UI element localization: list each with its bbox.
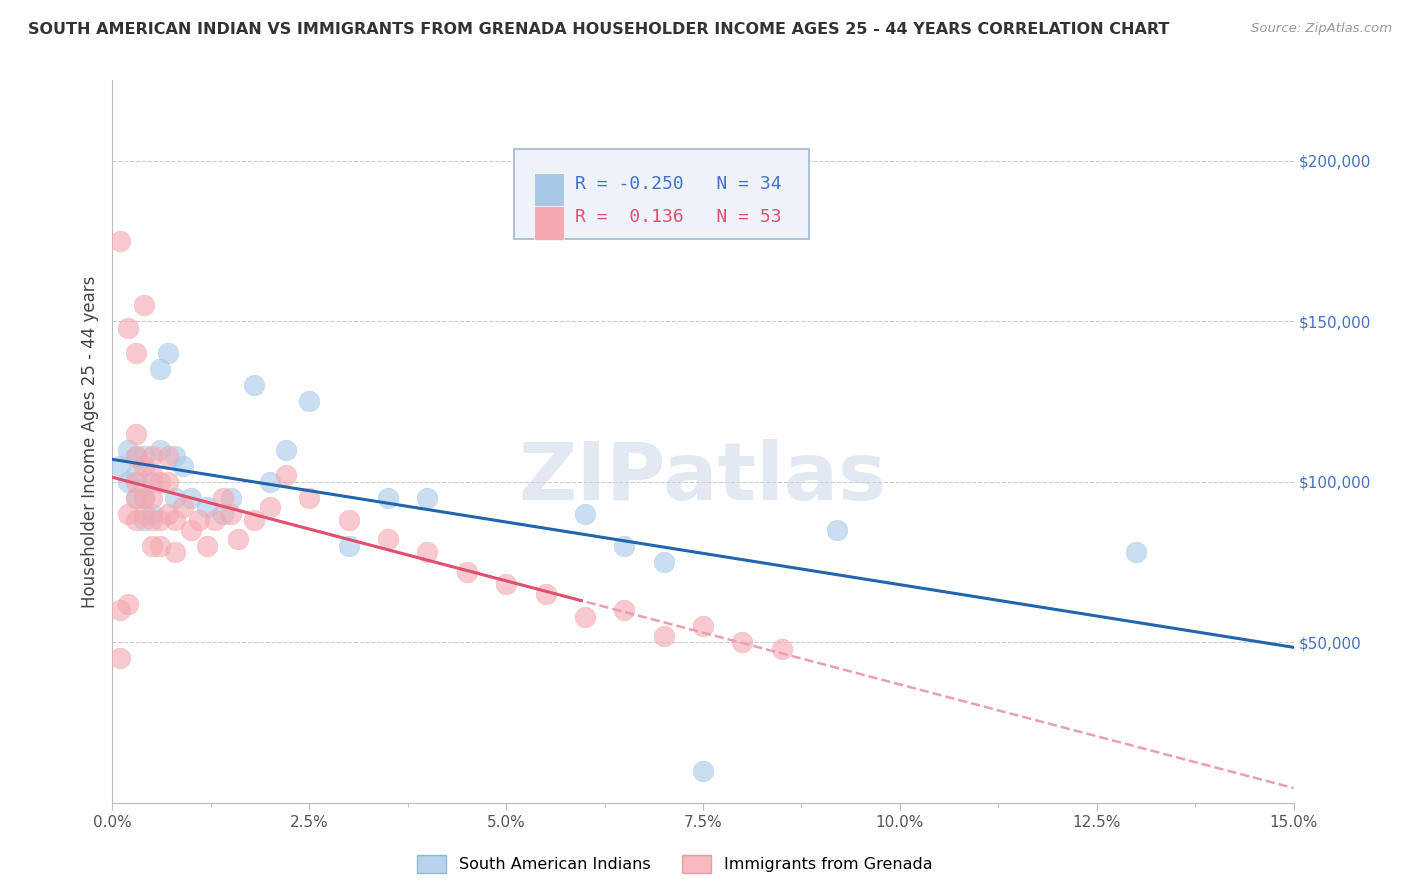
Point: [117, 442, 139, 457]
Point: [132, 449, 155, 463]
Point: [731, 635, 754, 649]
Point: [110, 603, 132, 617]
Point: [117, 507, 139, 521]
Point: [132, 513, 155, 527]
Point: [172, 500, 194, 515]
Point: [125, 426, 148, 441]
Point: [156, 449, 179, 463]
Point: [195, 500, 218, 515]
Point: [377, 533, 399, 547]
Text: R = -0.250   N = 34: R = -0.250 N = 34: [575, 175, 782, 193]
Point: [125, 491, 148, 505]
Point: [692, 764, 714, 778]
Point: [204, 513, 226, 527]
Point: [141, 468, 163, 483]
Point: [110, 458, 132, 473]
Point: [156, 475, 179, 489]
Point: [274, 442, 297, 457]
Point: [416, 545, 439, 559]
Point: [165, 513, 187, 527]
Point: [156, 507, 179, 521]
Point: [1125, 545, 1147, 559]
Point: [172, 458, 194, 473]
Point: [219, 491, 242, 505]
Point: [211, 491, 233, 505]
Point: [125, 346, 148, 360]
Point: [132, 507, 155, 521]
Point: [180, 491, 202, 505]
Point: [149, 513, 172, 527]
Point: [613, 603, 636, 617]
Point: [149, 362, 172, 376]
Point: [259, 500, 281, 515]
Point: [574, 507, 596, 521]
Text: SOUTH AMERICAN INDIAN VS IMMIGRANTS FROM GRENADA HOUSEHOLDER INCOME AGES 25 - 44: SOUTH AMERICAN INDIAN VS IMMIGRANTS FROM…: [28, 22, 1170, 37]
Point: [211, 507, 233, 521]
Point: [534, 587, 557, 601]
Y-axis label: Householder Income Ages 25 - 44 years: Householder Income Ages 25 - 44 years: [80, 276, 98, 607]
Point: [132, 458, 155, 473]
Legend: South American Indians, Immigrants from Grenada: South American Indians, Immigrants from …: [411, 848, 939, 880]
Point: [692, 619, 714, 633]
Point: [613, 539, 636, 553]
Point: [156, 346, 179, 360]
Point: [149, 442, 172, 457]
Point: [180, 523, 202, 537]
Point: [337, 513, 360, 527]
Point: [825, 523, 848, 537]
Point: [416, 491, 439, 505]
Text: Source: ZipAtlas.com: Source: ZipAtlas.com: [1251, 22, 1392, 36]
Point: [274, 468, 297, 483]
Point: [259, 475, 281, 489]
Bar: [534, 172, 564, 207]
Point: [117, 475, 139, 489]
Text: ZIPatlas: ZIPatlas: [519, 439, 887, 516]
Point: [652, 629, 675, 643]
Point: [125, 449, 148, 463]
Point: [125, 468, 148, 483]
Point: [141, 513, 163, 527]
FancyBboxPatch shape: [515, 149, 810, 239]
Point: [188, 513, 211, 527]
Point: [165, 449, 187, 463]
Point: [770, 641, 793, 656]
Point: [495, 577, 517, 591]
Point: [141, 449, 163, 463]
Point: [165, 545, 187, 559]
Point: [219, 507, 242, 521]
Point: [141, 507, 163, 521]
Point: [117, 320, 139, 334]
Point: [195, 539, 218, 553]
Point: [125, 449, 148, 463]
Point: [125, 491, 148, 505]
Point: [652, 555, 675, 569]
Point: [110, 234, 132, 248]
Point: [141, 539, 163, 553]
Point: [377, 491, 399, 505]
Point: [298, 394, 321, 409]
Point: [243, 378, 266, 392]
Point: [243, 513, 266, 527]
Point: [125, 513, 148, 527]
Point: [574, 609, 596, 624]
Text: R =  0.136   N = 53: R = 0.136 N = 53: [575, 209, 782, 227]
Point: [228, 533, 250, 547]
Point: [110, 651, 132, 665]
Bar: [534, 206, 564, 241]
Point: [132, 298, 155, 312]
Point: [165, 491, 187, 505]
Point: [298, 491, 321, 505]
Point: [132, 491, 155, 505]
Point: [125, 475, 148, 489]
Point: [456, 565, 478, 579]
Point: [117, 597, 139, 611]
Point: [149, 475, 172, 489]
Point: [132, 491, 155, 505]
Point: [141, 475, 163, 489]
Point: [141, 491, 163, 505]
Point: [149, 539, 172, 553]
Point: [337, 539, 360, 553]
